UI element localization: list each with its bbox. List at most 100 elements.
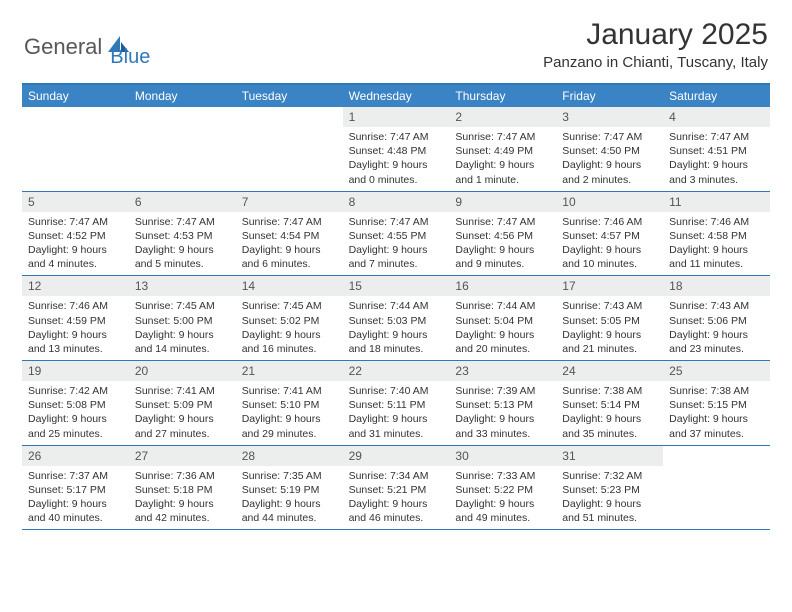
sunrise-line: Sunrise: 7:46 AM: [669, 215, 764, 229]
daylight-line: Daylight: 9 hours and 2 minutes.: [562, 158, 657, 186]
sunset-line: Sunset: 5:00 PM: [135, 314, 230, 328]
weekday-header: Saturday: [663, 85, 770, 107]
sunset-line: Sunset: 5:04 PM: [455, 314, 550, 328]
day-number: 16: [449, 276, 556, 296]
day-details: Sunrise: 7:46 AMSunset: 4:59 PMDaylight:…: [22, 296, 129, 360]
day-cell: 29Sunrise: 7:34 AMSunset: 5:21 PMDayligh…: [343, 446, 450, 530]
day-cell: 11Sunrise: 7:46 AMSunset: 4:58 PMDayligh…: [663, 192, 770, 276]
day-number: 21: [236, 361, 343, 381]
day-number: 15: [343, 276, 450, 296]
day-details: Sunrise: 7:46 AMSunset: 4:58 PMDaylight:…: [663, 212, 770, 276]
day-cell: 7Sunrise: 7:47 AMSunset: 4:54 PMDaylight…: [236, 192, 343, 276]
sunrise-line: Sunrise: 7:47 AM: [455, 130, 550, 144]
daylight-line: Daylight: 9 hours and 0 minutes.: [349, 158, 444, 186]
sunset-line: Sunset: 5:23 PM: [562, 483, 657, 497]
daylight-line: Daylight: 9 hours and 33 minutes.: [455, 412, 550, 440]
daylight-line: Daylight: 9 hours and 10 minutes.: [562, 243, 657, 271]
weekday-header: Sunday: [22, 85, 129, 107]
day-details: Sunrise: 7:34 AMSunset: 5:21 PMDaylight:…: [343, 466, 450, 530]
day-number: 8: [343, 192, 450, 212]
day-cell: [22, 107, 129, 191]
day-number: 24: [556, 361, 663, 381]
day-details: Sunrise: 7:47 AMSunset: 4:53 PMDaylight:…: [129, 212, 236, 276]
day-cell: [236, 107, 343, 191]
daylight-line: Daylight: 9 hours and 18 minutes.: [349, 328, 444, 356]
daylight-line: Daylight: 9 hours and 20 minutes.: [455, 328, 550, 356]
sunset-line: Sunset: 5:06 PM: [669, 314, 764, 328]
day-cell: 31Sunrise: 7:32 AMSunset: 5:23 PMDayligh…: [556, 446, 663, 530]
day-cell: 13Sunrise: 7:45 AMSunset: 5:00 PMDayligh…: [129, 276, 236, 360]
day-number: 28: [236, 446, 343, 466]
daylight-line: Daylight: 9 hours and 46 minutes.: [349, 497, 444, 525]
day-number: 6: [129, 192, 236, 212]
daylight-line: Daylight: 9 hours and 40 minutes.: [28, 497, 123, 525]
daylight-line: Daylight: 9 hours and 13 minutes.: [28, 328, 123, 356]
day-number: 26: [22, 446, 129, 466]
day-cell: 19Sunrise: 7:42 AMSunset: 5:08 PMDayligh…: [22, 361, 129, 445]
daylight-line: Daylight: 9 hours and 35 minutes.: [562, 412, 657, 440]
daylight-line: Daylight: 9 hours and 29 minutes.: [242, 412, 337, 440]
day-number: 1: [343, 107, 450, 127]
sunrise-line: Sunrise: 7:44 AM: [455, 299, 550, 313]
sunrise-line: Sunrise: 7:33 AM: [455, 469, 550, 483]
logo-text-blue: Blue: [110, 46, 150, 69]
daylight-line: Daylight: 9 hours and 27 minutes.: [135, 412, 230, 440]
sunrise-line: Sunrise: 7:35 AM: [242, 469, 337, 483]
day-number: 29: [343, 446, 450, 466]
sunrise-line: Sunrise: 7:41 AM: [242, 384, 337, 398]
sunrise-line: Sunrise: 7:45 AM: [135, 299, 230, 313]
daylight-line: Daylight: 9 hours and 11 minutes.: [669, 243, 764, 271]
week-row: 5Sunrise: 7:47 AMSunset: 4:52 PMDaylight…: [22, 192, 770, 277]
day-cell: 10Sunrise: 7:46 AMSunset: 4:57 PMDayligh…: [556, 192, 663, 276]
day-details: Sunrise: 7:44 AMSunset: 5:04 PMDaylight:…: [449, 296, 556, 360]
day-cell: 28Sunrise: 7:35 AMSunset: 5:19 PMDayligh…: [236, 446, 343, 530]
week-row: 19Sunrise: 7:42 AMSunset: 5:08 PMDayligh…: [22, 361, 770, 446]
header: General Blue January 2025 Panzano in Chi…: [0, 0, 792, 79]
week-row: 26Sunrise: 7:37 AMSunset: 5:17 PMDayligh…: [22, 446, 770, 531]
sunrise-line: Sunrise: 7:37 AM: [28, 469, 123, 483]
daylight-line: Daylight: 9 hours and 6 minutes.: [242, 243, 337, 271]
logo: General Blue: [24, 18, 150, 69]
day-details: Sunrise: 7:33 AMSunset: 5:22 PMDaylight:…: [449, 466, 556, 530]
sunset-line: Sunset: 5:18 PM: [135, 483, 230, 497]
page-title: January 2025: [543, 18, 768, 52]
sunrise-line: Sunrise: 7:43 AM: [669, 299, 764, 313]
day-number: 14: [236, 276, 343, 296]
sunset-line: Sunset: 5:17 PM: [28, 483, 123, 497]
daylight-line: Daylight: 9 hours and 7 minutes.: [349, 243, 444, 271]
sunrise-line: Sunrise: 7:32 AM: [562, 469, 657, 483]
sunset-line: Sunset: 4:50 PM: [562, 144, 657, 158]
day-number: 7: [236, 192, 343, 212]
sunrise-line: Sunrise: 7:47 AM: [669, 130, 764, 144]
day-details: Sunrise: 7:47 AMSunset: 4:54 PMDaylight:…: [236, 212, 343, 276]
sunset-line: Sunset: 5:03 PM: [349, 314, 444, 328]
day-details: Sunrise: 7:47 AMSunset: 4:51 PMDaylight:…: [663, 127, 770, 191]
sunset-line: Sunset: 4:53 PM: [135, 229, 230, 243]
day-number: 5: [22, 192, 129, 212]
day-number: 22: [343, 361, 450, 381]
sunset-line: Sunset: 5:22 PM: [455, 483, 550, 497]
sunset-line: Sunset: 4:56 PM: [455, 229, 550, 243]
day-number: 17: [556, 276, 663, 296]
day-details: Sunrise: 7:47 AMSunset: 4:50 PMDaylight:…: [556, 127, 663, 191]
daylight-line: Daylight: 9 hours and 25 minutes.: [28, 412, 123, 440]
daylight-line: Daylight: 9 hours and 44 minutes.: [242, 497, 337, 525]
daylight-line: Daylight: 9 hours and 1 minute.: [455, 158, 550, 186]
sunrise-line: Sunrise: 7:39 AM: [455, 384, 550, 398]
day-details: Sunrise: 7:38 AMSunset: 5:15 PMDaylight:…: [663, 381, 770, 445]
day-cell: 20Sunrise: 7:41 AMSunset: 5:09 PMDayligh…: [129, 361, 236, 445]
day-number: 10: [556, 192, 663, 212]
sunrise-line: Sunrise: 7:45 AM: [242, 299, 337, 313]
daylight-line: Daylight: 9 hours and 23 minutes.: [669, 328, 764, 356]
day-number: 12: [22, 276, 129, 296]
sunset-line: Sunset: 5:11 PM: [349, 398, 444, 412]
weekday-header: Tuesday: [236, 85, 343, 107]
day-details: Sunrise: 7:46 AMSunset: 4:57 PMDaylight:…: [556, 212, 663, 276]
day-details: Sunrise: 7:36 AMSunset: 5:18 PMDaylight:…: [129, 466, 236, 530]
day-details: Sunrise: 7:41 AMSunset: 5:09 PMDaylight:…: [129, 381, 236, 445]
day-cell: 24Sunrise: 7:38 AMSunset: 5:14 PMDayligh…: [556, 361, 663, 445]
weekday-header-row: SundayMondayTuesdayWednesdayThursdayFrid…: [22, 85, 770, 107]
sunset-line: Sunset: 4:51 PM: [669, 144, 764, 158]
day-number: 30: [449, 446, 556, 466]
daylight-line: Daylight: 9 hours and 5 minutes.: [135, 243, 230, 271]
